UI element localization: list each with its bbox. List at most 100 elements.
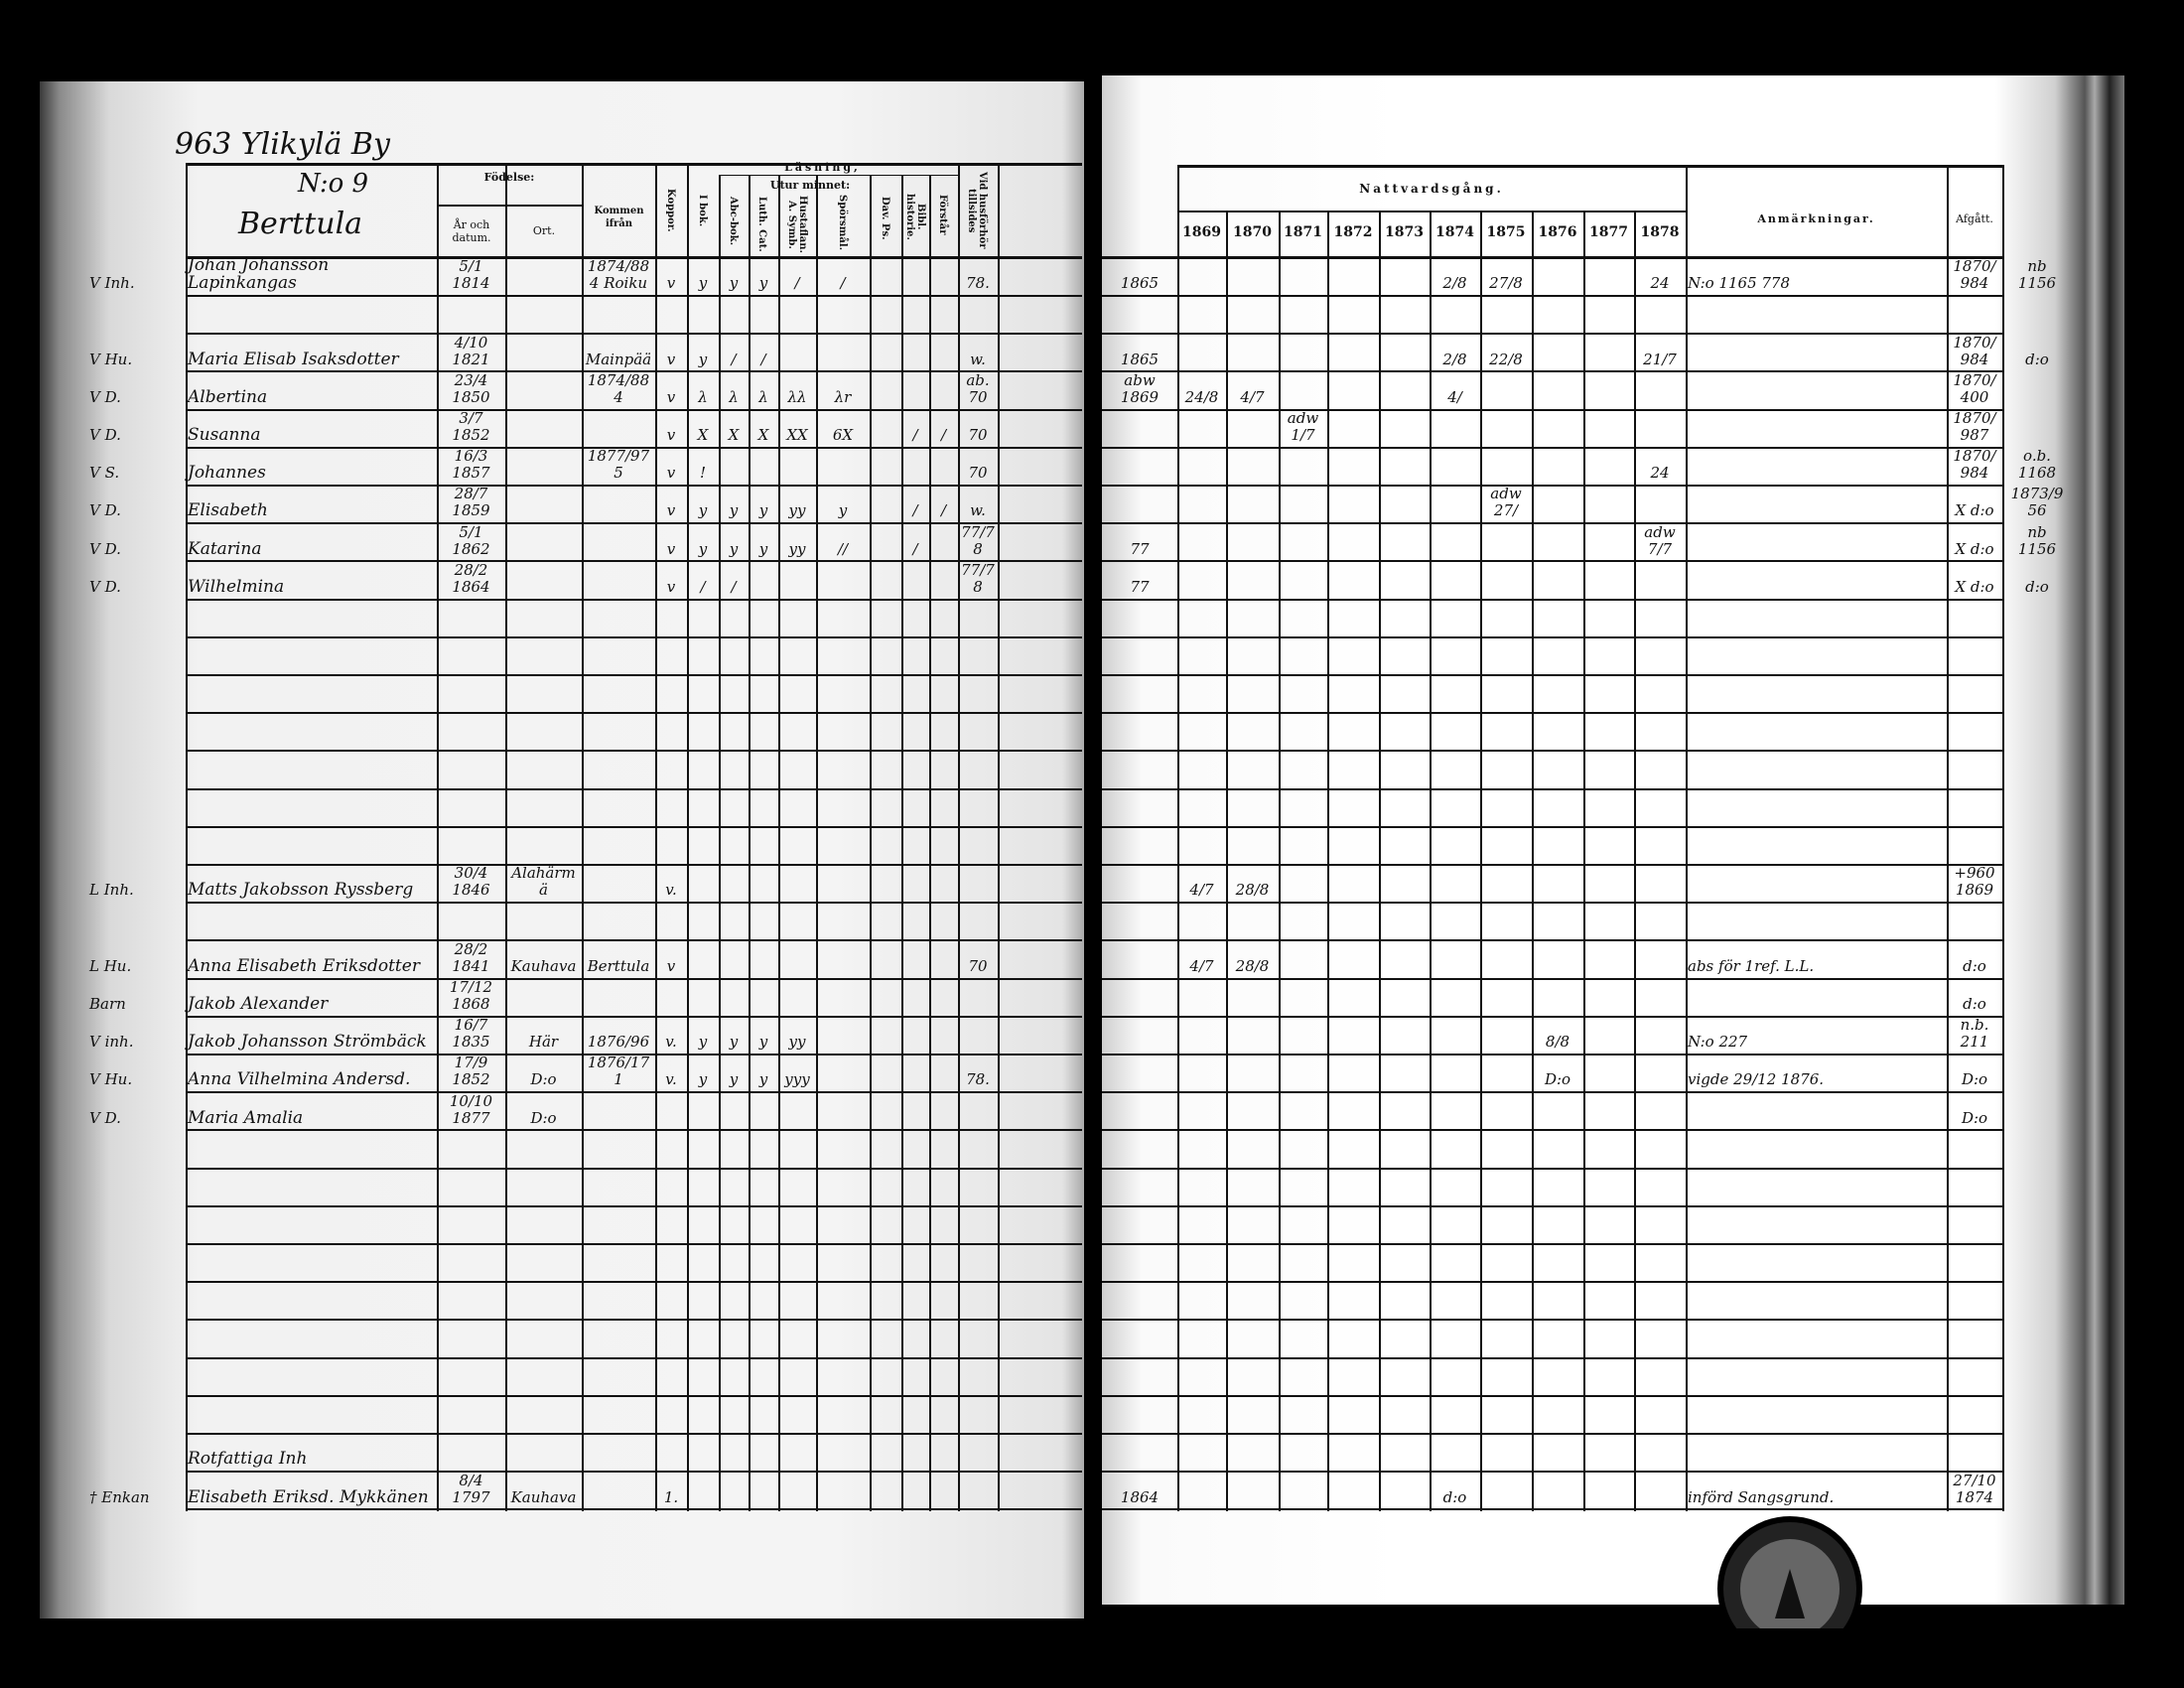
communion-1874: 2/8	[1442, 274, 1467, 293]
cell-anm: abs för 1ref. L.L.	[1688, 956, 1815, 975]
column-line	[1327, 211, 1329, 1511]
cell-luth: X	[757, 425, 769, 444]
cell-ibok: y	[698, 1033, 708, 1052]
cell-born: 28/2 1841	[452, 939, 490, 975]
header-anmarkningar: Anmärkningar.	[1757, 212, 1875, 225]
cell-note: d:o	[2025, 350, 2049, 368]
cell-luth: λ	[758, 387, 768, 406]
cell-afgatt: 1870/984	[1953, 447, 1996, 483]
cell-born: 5/1 1862	[452, 522, 490, 558]
cell-ibok: /	[700, 577, 706, 596]
cell-born: 23/4 1850	[452, 370, 490, 406]
row-mark: V D.	[89, 577, 121, 596]
cell-luth: y	[758, 501, 768, 520]
cell-ort: Här	[528, 1033, 559, 1052]
cell-ort: Kauhava	[510, 1487, 577, 1506]
row-rule	[1102, 635, 2002, 638]
year-header-1870: 1870	[1233, 224, 1272, 240]
cell-abc: y	[729, 539, 739, 558]
cell-born: 30/4 1846	[452, 864, 490, 900]
header-nattvard: Nattvardsgång.	[1359, 182, 1504, 196]
column-line	[437, 163, 439, 1511]
cell-abc: y	[729, 274, 739, 293]
row-rule	[1102, 1356, 2002, 1359]
row-mark: L Hu.	[89, 956, 132, 975]
year-header-1869: 1869	[1182, 224, 1221, 240]
row-rule	[186, 370, 1082, 373]
cell-abc: X	[728, 425, 740, 444]
cell-born: 17/12 1868	[449, 977, 493, 1013]
row-rule	[1102, 295, 2002, 297]
cell-born: 28/7 1859	[452, 485, 490, 520]
row-rule	[186, 408, 1082, 411]
cell-kommen: 1877/975	[587, 447, 650, 483]
row-rule	[186, 1281, 1082, 1284]
column-line	[901, 175, 903, 1511]
row-mark: V inh.	[89, 1033, 134, 1052]
row-rule	[1102, 1508, 2002, 1511]
cell-abc: y	[729, 501, 739, 520]
row-rule	[1102, 1281, 2002, 1284]
row-mark: † Enkan	[89, 1487, 150, 1506]
cell-name: Susanna	[188, 424, 261, 445]
header-husf: Hustaflan. A. Symb.	[786, 196, 808, 253]
header-vid: Vid husförhör tillsides	[966, 172, 988, 249]
cell-afgatt: X d:o	[1955, 577, 1994, 596]
row-rule	[1102, 1054, 2002, 1055]
cell-luth: y	[758, 1033, 768, 1052]
cell-name: Anna Elisabeth Eriksdotter	[188, 955, 420, 976]
header-abc: Abc-bok.	[728, 197, 739, 246]
row-rule	[1102, 1015, 2002, 1018]
fodelse-divider	[437, 205, 582, 207]
farm-name: Berttula	[238, 207, 363, 241]
cell-anm: införd Sangsgrund.	[1688, 1487, 1835, 1506]
row-rule	[1102, 446, 2002, 449]
cell-name: Maria Amalia	[188, 1107, 304, 1128]
cell-husf: yy	[788, 501, 806, 520]
communion-1878: adw 7/7	[1644, 522, 1676, 558]
row-rule	[186, 750, 1082, 753]
row-mark: V S.	[89, 464, 120, 483]
cell-ort: Kauhava	[510, 956, 577, 975]
header-utur-minnet: Utur minnet:	[769, 179, 851, 192]
cell-name: Maria Elisab Isaksdotter	[188, 349, 399, 369]
cell-pre: 1865	[1120, 350, 1160, 368]
row-mark: Barn	[89, 994, 126, 1013]
year-header-1873: 1873	[1385, 224, 1424, 240]
column-line	[816, 175, 818, 1511]
year-header-1875: 1875	[1486, 224, 1526, 240]
row-mark: V D.	[89, 539, 121, 558]
cell-luth: y	[758, 539, 768, 558]
house-number: N:o 9	[298, 169, 369, 199]
cell-note: o.b. 1168	[2017, 447, 2057, 483]
cell-spors: y	[838, 501, 848, 520]
cell-pre: 1864	[1120, 1487, 1160, 1506]
column-line	[719, 175, 721, 1511]
row-mark: V Hu.	[89, 1070, 133, 1089]
column-line	[1532, 211, 1534, 1511]
row-rule	[1102, 1167, 2002, 1170]
communion-1871: adw 1/7	[1287, 408, 1319, 444]
header-koppor: Koppor.	[665, 189, 676, 232]
cell-afgatt: 1870/984	[1953, 257, 1996, 293]
year-header-1874: 1874	[1435, 224, 1474, 240]
cell-ibok: y	[698, 274, 708, 293]
communion-1869: 4/7	[1189, 881, 1214, 900]
header-fodelse: Födelse:	[483, 171, 535, 184]
header-forstar: Förstår	[937, 195, 948, 235]
column-line	[1279, 211, 1281, 1511]
column-line	[929, 175, 931, 1511]
column-line	[1583, 211, 1585, 1511]
row-rule	[186, 560, 1082, 563]
cell-husf: /	[794, 274, 800, 293]
column-line	[1226, 211, 1228, 1511]
header-ibok: I bok.	[697, 195, 708, 227]
row-rule	[1102, 408, 2002, 411]
row-rule	[1102, 825, 2002, 828]
cell-ibok: y	[698, 1070, 708, 1089]
cell-name: Katarina	[188, 538, 262, 559]
communion-1870: 4/7	[1240, 387, 1265, 406]
row-rule	[1102, 787, 2002, 790]
cell-koppor: v.	[665, 1033, 677, 1052]
cell-husf: XX	[786, 425, 808, 444]
